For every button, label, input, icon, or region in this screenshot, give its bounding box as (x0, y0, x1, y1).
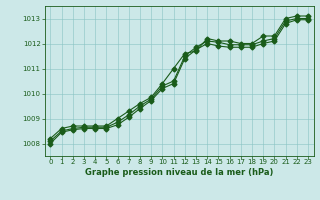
X-axis label: Graphe pression niveau de la mer (hPa): Graphe pression niveau de la mer (hPa) (85, 168, 273, 177)
